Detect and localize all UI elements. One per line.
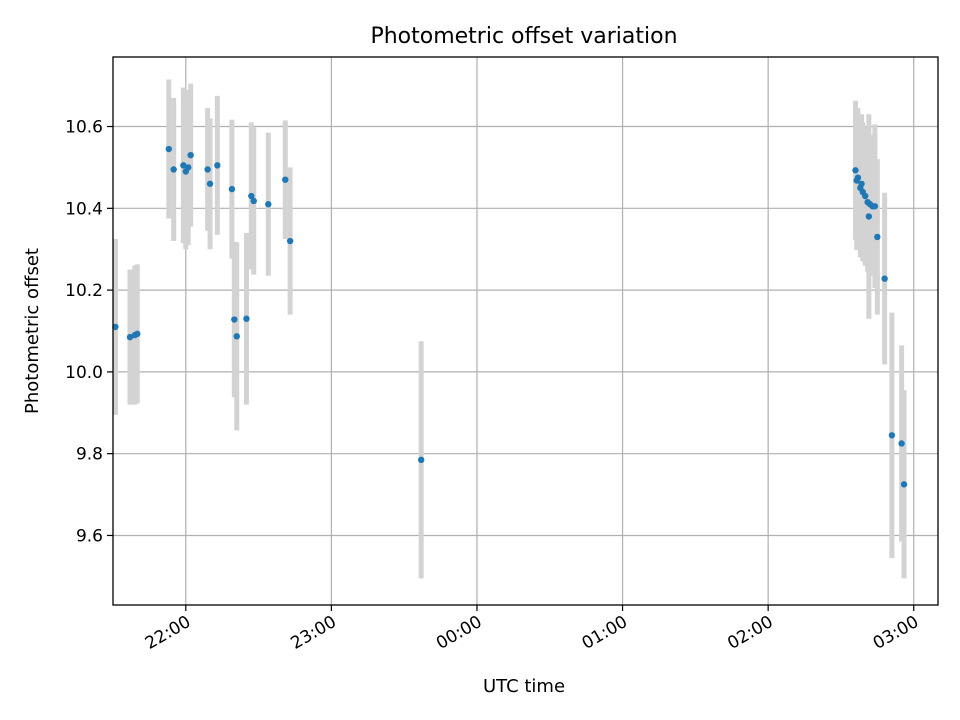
data-point: [134, 330, 141, 338]
y-tick-label: 9.6: [76, 526, 103, 546]
data-point: [204, 166, 211, 173]
data-point: [265, 201, 272, 208]
data-point: [888, 432, 896, 439]
y-tick-label: 10.6: [65, 118, 103, 138]
x-tick-label: 00:00: [433, 612, 485, 654]
data-point: [881, 275, 888, 282]
data-point: [874, 233, 881, 241]
y-axis-label: Photometric offset: [22, 248, 43, 414]
data-point: [185, 164, 192, 171]
data-point: [852, 167, 859, 174]
data-point: [900, 481, 908, 488]
data-point: [865, 213, 873, 220]
data-point: [898, 440, 905, 447]
data-point: [871, 203, 879, 210]
x-axis-label: UTC time: [483, 676, 565, 697]
data-point: [854, 174, 862, 181]
data-point: [248, 192, 255, 200]
data-point: [187, 151, 194, 159]
data-point: [170, 166, 177, 173]
data-point: [112, 323, 119, 331]
y-tick-label: 10.4: [65, 199, 103, 219]
data-point: [243, 315, 250, 322]
x-tick-label: 23:00: [287, 612, 339, 654]
data-point: [214, 162, 221, 169]
data-point: [206, 180, 214, 187]
x-tick-label: 03:00: [870, 612, 922, 654]
y-tick-label: 10.0: [65, 363, 103, 383]
data-point: [858, 180, 865, 187]
data-point: [231, 316, 238, 323]
x-tick-label: 01:00: [579, 612, 631, 654]
data-point: [282, 176, 289, 183]
plot-frame: [112, 56, 939, 606]
data-point: [165, 145, 173, 153]
y-tick-label: 9.8: [76, 445, 103, 465]
data-point: [250, 197, 257, 205]
data-point: [417, 456, 425, 464]
x-axis-ticks: 22:00 23:00 00:00 01:00 02:00 03:00: [142, 605, 922, 654]
data-point: [228, 185, 236, 193]
y-axis-ticks: 9.6 9.8 10.0 10.2 10.4 10.6: [65, 118, 113, 546]
chart-title: Photometric offset variation: [370, 24, 677, 49]
data-point: [862, 192, 869, 200]
x-tick-label: 02:00: [724, 612, 776, 654]
data-point: [126, 333, 134, 341]
data-point: [233, 333, 240, 340]
error-bars: [112, 79, 907, 579]
y-tick-label: 10.2: [65, 281, 103, 301]
data-points: [112, 145, 908, 488]
x-tick-label: 22:00: [142, 612, 194, 654]
data-point: [180, 162, 187, 169]
data-point: [286, 237, 294, 245]
